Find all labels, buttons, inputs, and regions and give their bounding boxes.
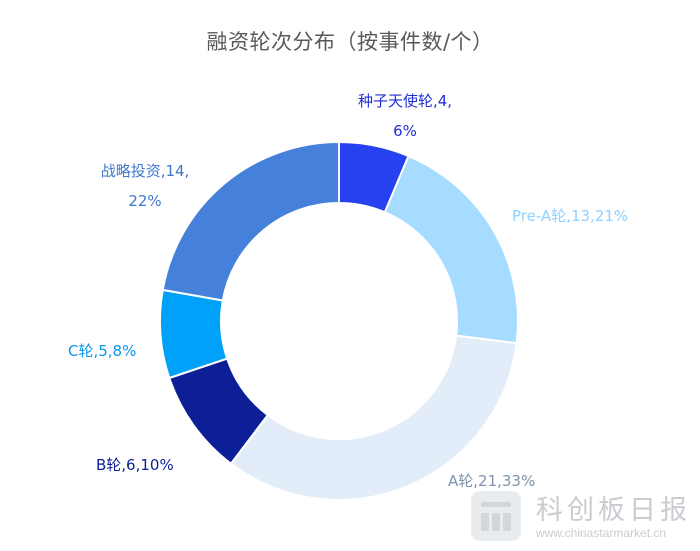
slice-label-a-line1: A轮,21,33% — [448, 472, 536, 490]
slice-label-a: A轮,21,33% — [448, 466, 535, 496]
chart-title: 融资轮次分布（按事件数/个） — [206, 30, 494, 54]
watermark-brand-name: 科创板日报 — [536, 495, 691, 526]
slice-strategic — [161, 140, 340, 302]
slice-label-pre-a: Pre-A轮,13,21% — [512, 201, 628, 231]
slice-pre-a — [383, 154, 519, 345]
slice-label-seed-line1: 种子天使轮,4, — [357, 92, 453, 110]
slice-a — [229, 334, 518, 501]
watermark-logo-icon — [471, 491, 521, 541]
slice-label-strategic-line2: 22% — [128, 192, 162, 210]
slice-label-b: B轮,6,10% — [96, 450, 174, 480]
slice-label-pre-a-line1: Pre-A轮,13,21% — [512, 207, 629, 225]
watermark: 科创板日报 www.chinastarmarket.cn — [470, 488, 695, 546]
slice-label-strategic-line1: 战略投资,14, — [100, 162, 190, 180]
slice-label-c-line1: C轮,5,8% — [68, 342, 137, 360]
slice-label-seed-line2: 6% — [393, 122, 417, 140]
slice-label-b-line1: B轮,6,10% — [96, 456, 174, 474]
slice-label-strategic: 战略投资,14, 22% — [80, 156, 210, 216]
watermark-url: www.chinastarmarket.cn — [536, 526, 667, 540]
slice-label-c: C轮,5,8% — [68, 336, 136, 366]
slice-label-seed: 种子天使轮,4, 6% — [340, 86, 470, 146]
